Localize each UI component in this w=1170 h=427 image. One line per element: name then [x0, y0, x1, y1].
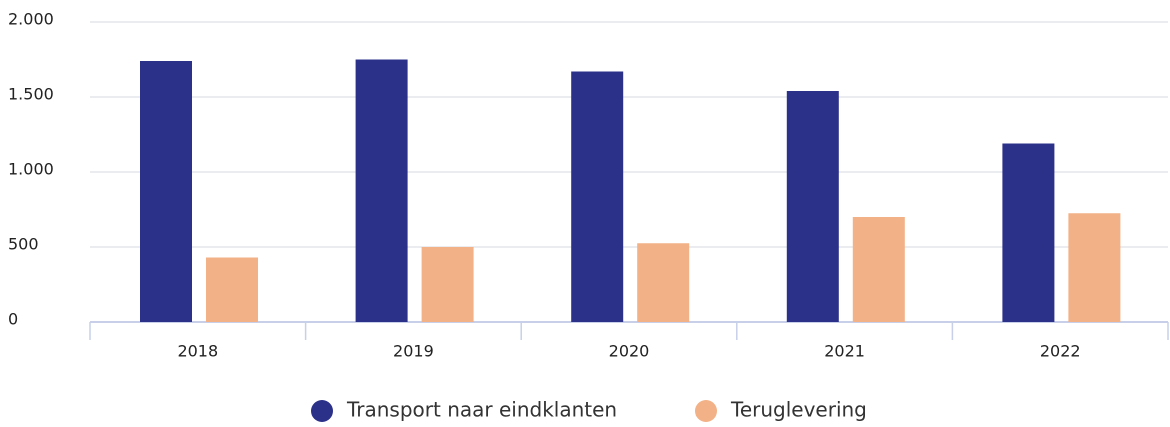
legend-label: Teruglevering — [730, 398, 867, 422]
x-tick-label: 2020 — [609, 342, 650, 361]
bar — [355, 59, 408, 322]
bar — [852, 217, 905, 322]
bar — [206, 257, 258, 322]
y-tick-label: 1.500 — [8, 85, 54, 104]
x-tick-label: 2022 — [1040, 342, 1081, 361]
x-tick-label: 2019 — [393, 342, 434, 361]
y-tick-label: 500 — [8, 235, 39, 254]
legend-label: Transport naar eindklanten — [346, 398, 617, 422]
bar — [1068, 213, 1121, 322]
bar — [786, 91, 839, 322]
legend-marker — [695, 400, 717, 422]
bar — [571, 71, 624, 322]
legend-marker — [311, 400, 333, 422]
y-tick-label: 1.000 — [8, 160, 54, 179]
x-tick-label: 2021 — [824, 342, 865, 361]
bar — [421, 247, 474, 322]
y-tick-label: 2.000 — [8, 10, 54, 29]
bar — [637, 243, 690, 322]
bar — [1002, 143, 1055, 322]
x-tick-label: 2018 — [177, 342, 218, 361]
bar — [140, 61, 192, 322]
y-tick-label: 0 — [8, 310, 18, 329]
